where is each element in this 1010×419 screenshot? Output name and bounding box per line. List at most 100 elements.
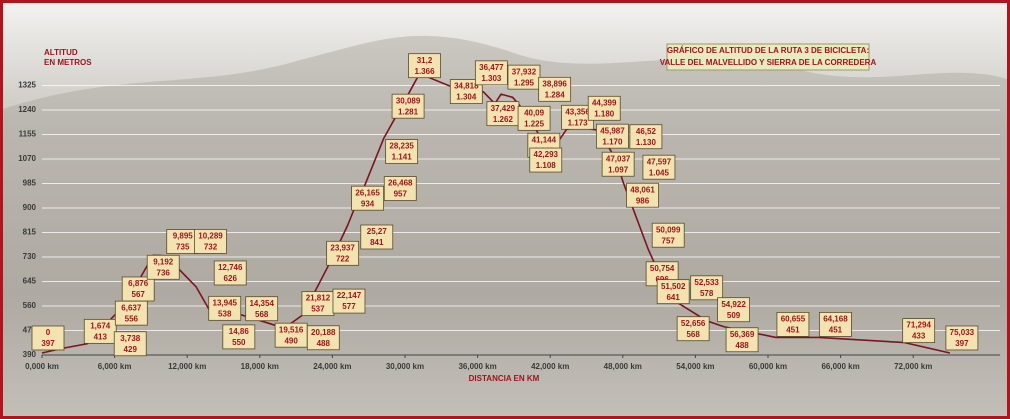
point-distance-label: 9,192	[153, 257, 174, 266]
point-label-box	[326, 240, 360, 266]
point-label-box	[332, 288, 366, 314]
point-distance-label: 31,2	[417, 56, 433, 65]
title-box	[666, 43, 870, 71]
y-tick-label: 815	[23, 228, 37, 237]
point-label-box	[651, 222, 685, 248]
point-altitude-label: 538	[218, 309, 232, 318]
point-distance-label: 64,168	[823, 315, 848, 324]
point-altitude-label: 1.295	[514, 78, 535, 87]
point-altitude-label: 1.262	[493, 115, 514, 124]
point-distance-label: 0	[46, 328, 51, 337]
point-altitude-label: 757	[662, 236, 676, 245]
y-tick-label: 645	[23, 277, 37, 286]
point-distance-label: 1,674	[90, 321, 111, 330]
point-altitude-label: 626	[224, 274, 238, 283]
x-tick-label: 30,000 km	[386, 362, 424, 371]
point-distance-label: 6,876	[128, 279, 149, 288]
point-distance-label: 75,033	[950, 328, 975, 337]
point-altitude-label: 397	[955, 339, 969, 348]
point-altitude-label: 568	[686, 330, 700, 339]
point-altitude-label: 1.284	[545, 90, 566, 99]
point-label-box	[819, 312, 852, 337]
point-altitude-label: 537	[311, 305, 325, 314]
point-label-box	[517, 105, 551, 131]
point-distance-label: 50,099	[656, 225, 681, 234]
mountain	[0, 35, 1010, 419]
point-label-box	[486, 101, 520, 127]
point-altitude-label: 509	[727, 311, 741, 320]
y-tick-label: 1155	[19, 130, 37, 139]
x-tick-label: 42,000 km	[531, 362, 569, 371]
point-altitude-label: 986	[636, 196, 650, 205]
point-altitude-label: 957	[394, 190, 408, 199]
point-distance-label: 52,656	[681, 319, 706, 328]
point-altitude-label: 1.170	[602, 137, 623, 146]
point-altitude-label: 578	[700, 289, 714, 298]
y-tick-label: 1070	[18, 154, 36, 163]
point-distance-label: 6,637	[121, 303, 142, 312]
point-label-box	[113, 331, 147, 357]
point-distance-label: 60,655	[781, 315, 806, 324]
point-distance-label: 30,089	[396, 96, 421, 105]
point-distance-label: 34,818	[454, 82, 479, 91]
x-tick-label: 54,000 km	[676, 362, 714, 371]
point-label-box	[274, 322, 308, 348]
point-altitude-label: 451	[829, 326, 843, 335]
point-altitude-label: 1.108	[536, 161, 557, 170]
point-label-box	[776, 312, 810, 337]
point-label-box	[507, 64, 541, 90]
point-distance-label: 9,895	[173, 232, 194, 241]
point-altitude-label: 1.130	[636, 138, 657, 147]
point-label-box	[121, 276, 155, 302]
x-tick-label: 36,000 km	[458, 362, 496, 371]
point-altitude-label: 550	[232, 338, 246, 347]
point-label-box	[656, 279, 690, 305]
point-altitude-label: 1.303	[481, 74, 502, 83]
point-label-box	[114, 300, 148, 326]
point-distance-label: 51,502	[661, 282, 686, 291]
point-label-box	[351, 185, 384, 211]
point-distance-label: 26,165	[355, 188, 380, 197]
point-distance-label: 36,477	[479, 63, 504, 72]
y-tick-label: 730	[23, 252, 37, 261]
point-label-box	[222, 324, 256, 350]
point-distance-label: 26,468	[388, 179, 413, 188]
y-tick-label: 1325	[18, 81, 36, 90]
y-tick-label: 900	[23, 203, 37, 212]
point-distance-label: 40,09	[524, 108, 545, 117]
point-distance-label: 21,812	[306, 294, 331, 303]
point-distance-label: 56,369	[730, 330, 755, 339]
x-tick-label: 18,000 km	[241, 362, 279, 371]
point-label-box	[626, 182, 659, 208]
point-altitude-label: 1.097	[608, 165, 629, 174]
point-distance-label: 22,147	[337, 291, 362, 300]
y-tick-label: 390	[23, 350, 37, 359]
point-altitude-label: 736	[157, 268, 171, 277]
point-label-box	[360, 224, 394, 250]
point-distance-label: 47,597	[647, 157, 672, 166]
point-label-box	[301, 291, 335, 317]
point-distance-label: 28,235	[389, 142, 414, 151]
point-distance-label: 19,516	[279, 325, 304, 334]
x-tick-label: 12,000 km	[168, 362, 206, 371]
point-label-box	[31, 325, 65, 351]
point-label-box	[306, 325, 340, 351]
chart-title: GRÁFICO DE ALTITUD DE LA RUTA 3 DE BICIC…	[667, 46, 869, 55]
point-altitude-label: 568	[255, 310, 269, 319]
point-distance-label: 25,27	[367, 227, 388, 236]
point-altitude-label: 735	[176, 243, 190, 252]
point-altitude-label: 397	[41, 339, 55, 348]
x-tick-label: 24,000 km	[313, 362, 351, 371]
point-altitude-label: 1.045	[649, 168, 670, 177]
x-tick-label: 6,000 km	[98, 362, 132, 371]
point-distance-label: 45,987	[600, 126, 625, 135]
point-distance-label: 23,937	[330, 243, 355, 252]
point-altitude-label: 451	[786, 326, 800, 335]
point-distance-label: 12,746	[218, 263, 243, 272]
point-label-box	[587, 95, 621, 121]
point-altitude-label: 488	[317, 339, 331, 348]
point-label-box	[717, 297, 750, 323]
point-label-box	[902, 318, 936, 344]
point-altitude-label: 1.366	[415, 67, 436, 76]
